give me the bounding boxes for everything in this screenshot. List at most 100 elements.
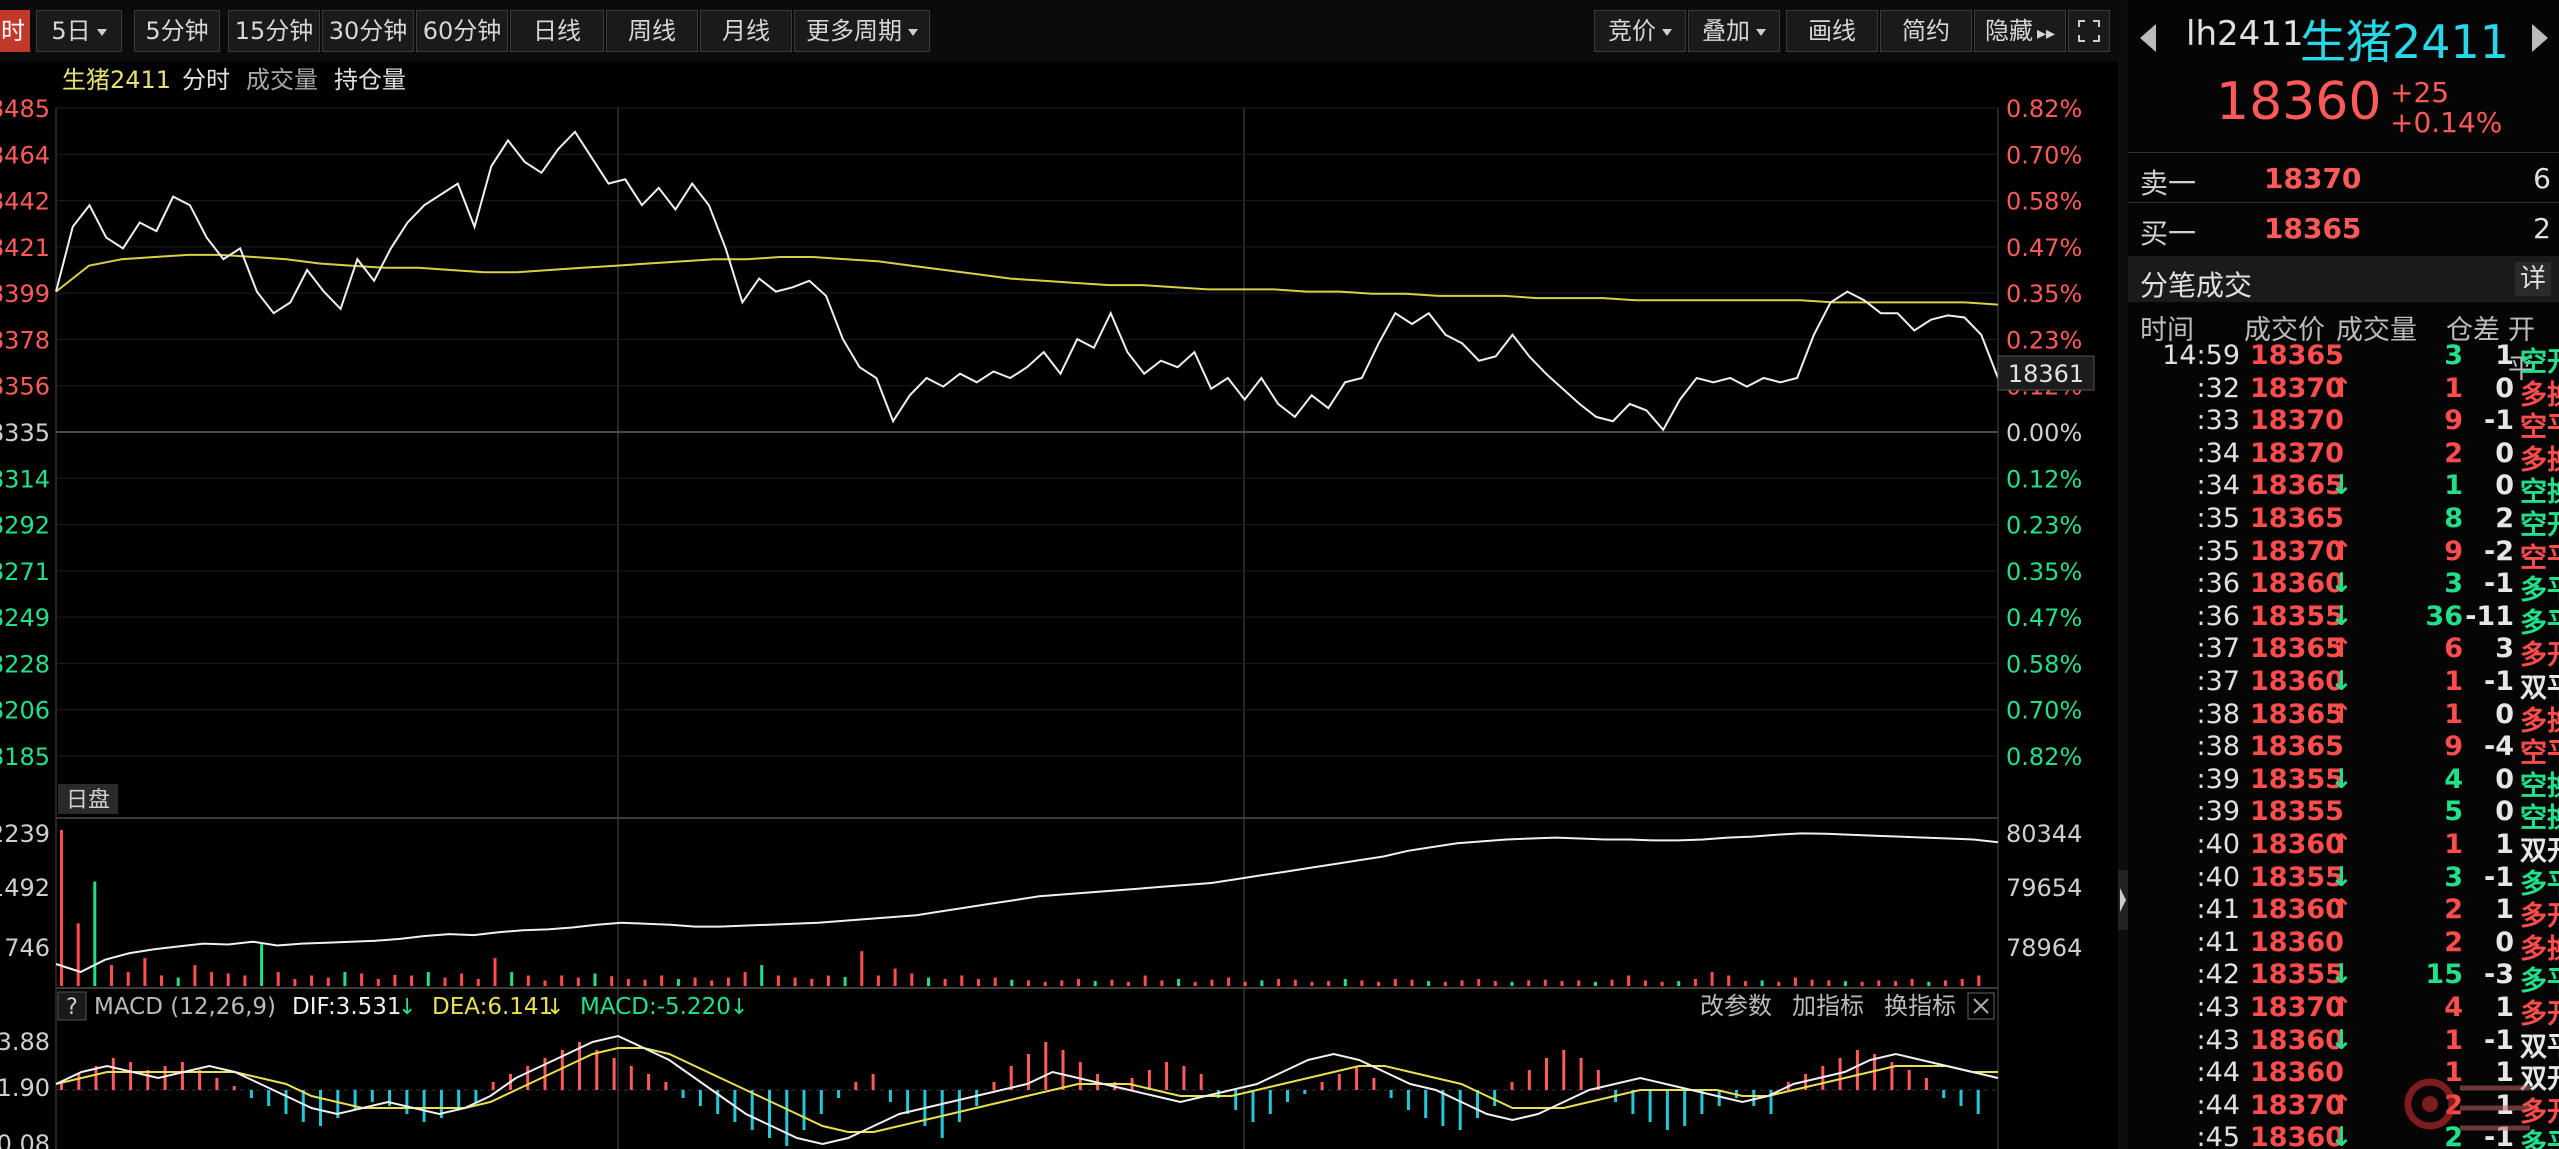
change-percent: +0.14% (2390, 106, 2503, 139)
volume-bar (1427, 981, 1431, 986)
volume-bar (793, 977, 797, 986)
last-price: 18360 (2216, 72, 2382, 132)
macd-bar (94, 1066, 98, 1090)
period-button-daily[interactable]: 日线 (510, 10, 604, 52)
macd-bar (1959, 1090, 1963, 1106)
price-axis-left: 18485 18464 18442 18421 18399 18378 18356 18335… (0, 95, 50, 771)
trade-time: :37 (2196, 666, 2240, 697)
tab-volume[interactable]: 成交量 (246, 66, 318, 94)
macd-bar (906, 1090, 910, 1114)
fullscreen-button[interactable] (2068, 10, 2110, 52)
help-button[interactable] (57, 991, 87, 1021)
volume-bar (927, 977, 930, 986)
trade-row: :32 18370 10多换 ↑ (2128, 372, 2559, 411)
draw-line-button[interactable]: 画线 (1786, 10, 1878, 52)
auction-dropdown[interactable]: 竞价 (1594, 10, 1686, 52)
trade-time: :40 (2196, 829, 2240, 860)
macd-bar (1251, 1090, 1255, 1122)
volume-bar (1777, 981, 1781, 986)
period-button-30min[interactable]: 30分钟 (322, 10, 414, 52)
macd-bar (301, 1090, 305, 1122)
macd-bar (526, 1066, 530, 1090)
macd-bar (1493, 1090, 1497, 1106)
trade-price: 18360 (2250, 1057, 2344, 1089)
trade-oi-change: 1 (2495, 992, 2514, 1023)
macd-bar (543, 1058, 547, 1090)
trade-open-close: 多换 (2520, 705, 2559, 737)
trade-time: :32 (2196, 372, 2240, 404)
tab-open-interest[interactable]: 持仓量 (334, 66, 406, 94)
macd-bar (284, 1090, 288, 1114)
volume-bar (1027, 980, 1030, 986)
volume-bar (1277, 979, 1281, 986)
trade-oi-change: 0 (2495, 372, 2514, 404)
trade-time: :36 (2196, 600, 2240, 632)
hide-button[interactable]: 隐藏 ▸▸ (1974, 10, 2066, 52)
current-price-tag: 18361 (1997, 355, 2095, 391)
overlay-dropdown[interactable]: 叠加 (1688, 10, 1780, 52)
trade-price: 18370 (2250, 992, 2344, 1023)
macd-bar (1527, 1070, 1531, 1090)
session-label: 日盘 (66, 788, 110, 813)
period-button-monthly[interactable]: 月线 (700, 10, 792, 52)
trade-volume: 1 (2444, 1057, 2463, 1089)
volume-bar (160, 975, 163, 986)
macd-dif-value: DIF:3.531 (292, 994, 402, 1020)
volume-bar (776, 975, 780, 986)
trade-oi-change: 1 (2495, 1057, 2514, 1089)
macd-bar (353, 1090, 357, 1110)
period-button-15min[interactable]: 15分钟 (228, 10, 320, 52)
period-button-60min[interactable]: 60分钟 (416, 10, 508, 52)
trade-volume: 36 (2425, 600, 2463, 632)
macd-bar (1562, 1050, 1566, 1090)
period-button-intraday[interactable]: 时 (0, 10, 30, 52)
trade-oi-change: 2 (2495, 503, 2514, 534)
volume-bar (493, 958, 497, 986)
period-button-5min[interactable]: 5分钟 (134, 10, 220, 52)
trade-row: :40 18355 3 -1多平 ↓ (2128, 862, 2559, 900)
intraday-chart[interactable]: 生猪2411 分时 成交量 持仓量 1848518464184421842118… (0, 62, 2118, 1149)
trade-row: 14:59 18365 3 1空开 (2128, 340, 2559, 378)
volume-bar (143, 958, 147, 986)
period-button-5day[interactable]: 5日 (36, 10, 122, 52)
volume-bar (526, 975, 530, 986)
tab-intraday[interactable]: 分时 (182, 66, 230, 94)
arrow-down-icon: ↓ (2330, 470, 2353, 502)
percent-tick-label: 0.70% (2006, 141, 2082, 169)
more-periods-dropdown[interactable]: 更多周期 (794, 10, 930, 52)
macd-bar (1355, 1066, 1359, 1090)
macd-bar (232, 1086, 236, 1090)
price-tick-label: 18378 (0, 326, 50, 354)
volume-bar (1110, 979, 1114, 986)
prev-contract-arrow-icon[interactable] (2140, 24, 2156, 52)
trade-price: 18365 (2250, 340, 2344, 371)
switch-indicator-button[interactable]: 换指标 (1884, 992, 1956, 1020)
add-indicator-button[interactable]: 加指标 (1792, 992, 1864, 1020)
trade-volume: 1 (2444, 1024, 2463, 1056)
period-button-weekly[interactable]: 周线 (606, 10, 698, 52)
price-tick-label: 18335 (0, 419, 50, 447)
trade-row: :33 18370 9 -1空平 (2128, 405, 2559, 443)
macd-bar (146, 1070, 150, 1090)
simple-mode-button[interactable]: 简约 (1880, 10, 1972, 52)
next-contract-arrow-icon[interactable] (2532, 24, 2548, 52)
col-volume: 成交量 (2336, 315, 2417, 346)
volume-bar (1360, 980, 1364, 986)
volume-bar (1610, 979, 1614, 986)
overlay-label: 叠加 (1702, 17, 1750, 45)
close-indicator-button[interactable] (1967, 992, 1995, 1020)
volume-bar (176, 977, 180, 986)
help-icon: ? (66, 995, 78, 1020)
change-params-button[interactable]: 改参数 (1700, 992, 1772, 1020)
collapse-panel-handle[interactable] (2118, 870, 2128, 930)
trade-row: :37 18365 63多开 ↑ (2128, 633, 2559, 671)
macd-bar (871, 1074, 875, 1090)
trades-detail-button[interactable]: 详 (2515, 262, 2551, 296)
macd-dea-line (55, 1047, 1998, 1133)
trade-open-close: 多开 (2520, 901, 2559, 933)
trade-row: :441836011双开 (2128, 1057, 2559, 1095)
macd-bar (1027, 1054, 1030, 1090)
volume-bar (1260, 980, 1264, 986)
arrow-up-icon: ↑ (2330, 829, 2353, 860)
arrow-up-icon: ↑ (2330, 698, 2353, 730)
